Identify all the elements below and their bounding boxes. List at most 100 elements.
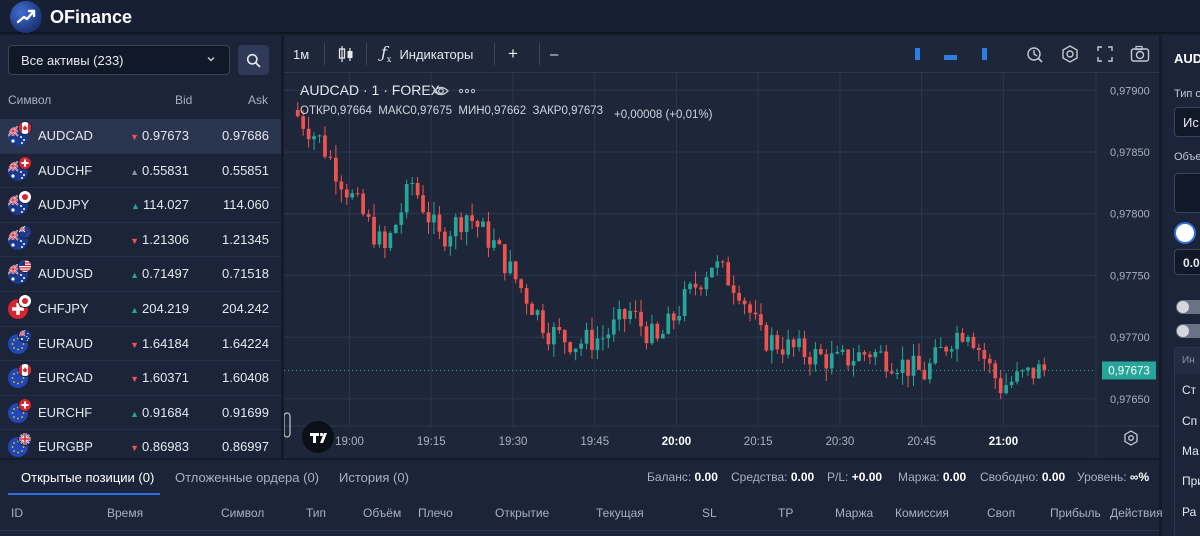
zoom-out-button[interactable]: – [550, 45, 559, 63]
tradingview-logo[interactable] [302, 421, 334, 453]
search-button[interactable] [238, 45, 269, 75]
layout-button-2[interactable] [944, 35, 958, 73]
column-header[interactable]: Прибыль [1050, 506, 1101, 520]
column-header[interactable]: ID [11, 506, 23, 520]
scroll-handle[interactable] [284, 412, 291, 438]
price-tick-label: 0,97850 [1110, 147, 1150, 159]
chart-type-button[interactable] [338, 35, 354, 73]
toggle-2[interactable] [1176, 324, 1200, 338]
symbol-row[interactable]: AUDCAD ▼ 0.97673 0.97686 [0, 119, 281, 154]
indicators-label: Индикаторы [399, 46, 474, 62]
candle [949, 345, 954, 359]
candle [819, 343, 823, 356]
candle [551, 322, 556, 357]
symbol-row[interactable]: EURAUD ▼ 1.64184 1.64224 [0, 327, 281, 362]
candle [1026, 366, 1030, 376]
column-header[interactable]: Действия [1110, 506, 1163, 520]
order-type-select[interactable]: Ис [1174, 107, 1200, 137]
logo[interactable]: OFinance [10, 1, 132, 33]
layout-button-1[interactable] [915, 35, 921, 73]
ask-price: 1.21345 [222, 231, 269, 247]
candle [530, 301, 534, 315]
candle [846, 348, 850, 371]
column-header[interactable]: Открытие [495, 506, 550, 520]
price-tick-label: 0,97650 [1110, 394, 1150, 406]
volume-input[interactable] [1174, 173, 1200, 213]
ask-price: 204.242 [222, 300, 269, 316]
candle [393, 223, 398, 234]
column-header[interactable]: Маржа [835, 506, 874, 520]
candle [927, 358, 932, 384]
stat-level: Уровень: ∞% [1077, 470, 1150, 484]
candle [1020, 369, 1025, 378]
candle [306, 116, 311, 148]
axis-settings-icon[interactable] [1124, 430, 1138, 446]
interval-button[interactable]: 1м [293, 46, 310, 62]
bar-layout-icon [944, 55, 957, 60]
tab-history[interactable]: История (0) [339, 470, 409, 485]
bid-price: ▲ 0.91684 [130, 404, 189, 420]
column-header[interactable]: Тип [306, 506, 327, 520]
order-type-label: Тип о [1174, 88, 1200, 100]
candle [862, 350, 867, 362]
layout-button-3[interactable] [982, 35, 988, 73]
flag-icon [18, 397, 32, 412]
chart-settings-button[interactable] [1060, 35, 1080, 73]
arrow-down-icon: ▼ [130, 235, 139, 246]
candle [987, 354, 992, 374]
candle [617, 300, 622, 331]
candle [628, 302, 632, 325]
symbol-row[interactable]: AUDJPY ▲ 114.027 114.060 [0, 188, 281, 223]
symbol-row[interactable]: AUDCHF ▲ 0.55831 0.55851 [0, 154, 281, 189]
value-field[interactable]: 0.0 [1174, 249, 1200, 275]
tab-pending-orders[interactable]: Отложенные ордера (0) [175, 470, 320, 485]
eye-icon[interactable] [433, 86, 449, 96]
candle [873, 349, 878, 366]
symbol-row[interactable]: EURCHF ▲ 0.91684 0.91699 [0, 396, 281, 431]
radio-button[interactable] [1174, 222, 1196, 244]
asset-filter-dropdown[interactable]: Все активы (233) [8, 45, 230, 75]
symbol-row[interactable]: CHFJPY ▲ 204.219 204.242 [0, 292, 281, 327]
price-chart[interactable]: 0,97900 0,97850 0,97800 0,97750 0,97700 0,976… [284, 73, 1159, 458]
candle [524, 284, 529, 315]
column-header[interactable]: SL [702, 506, 717, 520]
candle [840, 344, 845, 356]
screenshot-button[interactable] [1130, 35, 1150, 73]
fullscreen-button[interactable] [1096, 35, 1114, 73]
column-header[interactable]: Плечо [418, 506, 453, 520]
arrow-up-icon: ▲ [131, 201, 140, 212]
symbol-row[interactable]: AUDUSD ▲ 0.71497 0.71518 [0, 257, 281, 292]
candle [317, 134, 322, 143]
candle [699, 285, 703, 296]
symbol-row[interactable]: AUDNZD ▼ 1.21306 1.21345 [0, 223, 281, 258]
price-tick-label: 0,97700 [1110, 332, 1150, 344]
candle [835, 345, 840, 355]
candle [960, 328, 965, 343]
active-tab-indicator [8, 493, 160, 495]
candle [682, 280, 687, 322]
column-header[interactable]: Текущая [596, 506, 644, 520]
zoom-in-button[interactable]: + [508, 44, 518, 63]
candle [769, 327, 774, 364]
arrow-up-icon: ▲ [130, 270, 139, 281]
toggle-1[interactable] [1176, 300, 1200, 314]
symbol-name: CHFJPY [38, 300, 89, 316]
candle [971, 332, 976, 350]
price-tick-label: 0,97800 [1110, 209, 1150, 221]
column-header[interactable]: Своп [987, 506, 1016, 520]
column-header[interactable]: TP [778, 506, 794, 520]
candle [955, 325, 959, 362]
candle [622, 307, 627, 333]
replay-button[interactable] [1024, 35, 1044, 73]
more-icon[interactable] [458, 88, 476, 94]
bid-price: ▲ 0.71497 [130, 266, 189, 282]
tab-open-positions[interactable]: Открытые позиции (0) [21, 470, 155, 485]
indicators-button[interactable]: ƒx Индикаторы [381, 35, 473, 73]
candle [410, 177, 415, 196]
column-header[interactable]: Объём [363, 506, 402, 520]
column-header[interactable]: Символ [221, 506, 265, 520]
flag-icon [18, 363, 32, 378]
column-header[interactable]: Время [107, 506, 144, 520]
column-header[interactable]: Комиссия [895, 506, 949, 520]
symbol-row[interactable]: EURCAD ▼ 1.60371 1.60408 [0, 361, 281, 396]
